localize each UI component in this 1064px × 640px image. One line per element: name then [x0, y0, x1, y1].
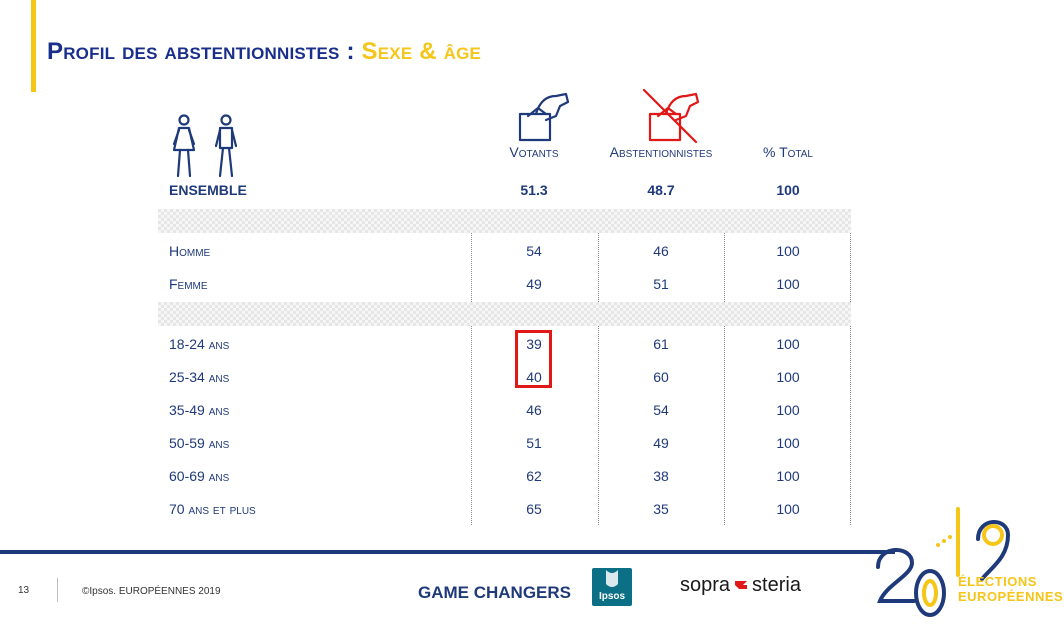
cell-total: 100 [776, 402, 800, 418]
column-divider [598, 233, 599, 302]
copyright-text: ©Ipsos. EUROPÉENNES 2019 [82, 586, 221, 597]
column-divider [850, 233, 851, 302]
cell-total: 100 [776, 336, 800, 352]
ensemble-label: ENSEMBLE [169, 182, 247, 198]
ipsos-logo: Ipsos [592, 568, 632, 606]
cell-votants: 46 [526, 402, 542, 418]
section-separator-sexe [158, 209, 851, 233]
cell-abstentionnistes: 60 [653, 369, 669, 385]
row-label: 35-49 ans [169, 402, 230, 418]
ballot-box-icon [518, 92, 570, 142]
column-divider [471, 326, 472, 525]
ipsos-logo-text: Ipsos [598, 591, 626, 602]
steria-text: steria [752, 574, 801, 596]
column-header-abstentionnistes: Abstentionnistes [609, 144, 713, 160]
title-part-1: Profil des abstentionnistes : [47, 38, 355, 65]
cell-abstentionnistes: 35 [653, 501, 669, 517]
page-number: 13 [18, 585, 30, 596]
section-separator-age [158, 302, 851, 326]
row-label: 60-69 ans [169, 468, 230, 484]
elections-europeennes-label: ÉLECTIONS EUROPÉENNES [958, 574, 1063, 604]
cell-total: 100 [776, 369, 800, 385]
game-changers-logo: GAME CHANGERS [418, 583, 572, 602]
sopra-text: sopra [680, 574, 731, 596]
ensemble-abstentionnistes: 48.7 [647, 182, 675, 198]
row-label: Femme [169, 276, 208, 292]
column-divider [471, 233, 472, 302]
cell-abstentionnistes: 38 [653, 468, 669, 484]
row-label: 25-34 ans [169, 369, 230, 385]
cell-abstentionnistes: 49 [653, 435, 669, 451]
cell-votants: 62 [526, 468, 542, 484]
cell-total: 100 [776, 468, 800, 484]
column-header-votants: Votants [509, 144, 559, 160]
cell-total: 100 [776, 276, 800, 292]
sopra-steria-mark-icon [735, 581, 748, 589]
title-accent-bar [31, 0, 36, 92]
row-label: 18-24 ans [169, 336, 230, 352]
row-label: 50-59 ans [169, 435, 230, 451]
row-label: Homme [169, 243, 211, 259]
highlight-box [515, 330, 552, 388]
cell-abstentionnistes: 46 [653, 243, 669, 259]
column-divider [724, 326, 725, 525]
sopra-steria-logo: sopra steria [680, 574, 801, 597]
column-divider [598, 326, 599, 525]
elections-line-2: EUROPÉENNES [958, 589, 1064, 604]
footer-divider [57, 578, 58, 602]
column-divider [724, 233, 725, 302]
cell-total: 100 [776, 435, 800, 451]
title-part-2: Sexe & âge [361, 38, 482, 65]
man-woman-icon [172, 114, 238, 178]
footer-rule [0, 550, 895, 554]
ensemble-total: 100 [776, 182, 800, 198]
cell-total: 100 [776, 501, 800, 517]
cell-votants: 40 [526, 369, 542, 385]
cell-abstentionnistes: 61 [653, 336, 669, 352]
cell-votants: 51 [526, 435, 542, 451]
cell-votants: 49 [526, 276, 542, 292]
ensemble-votants: 51.3 [520, 182, 548, 198]
elections-line-1: ÉLECTIONS [958, 574, 1037, 589]
page-title: Profil des abstentionnistes : Sexe & âge [47, 38, 481, 66]
cell-votants: 54 [526, 243, 542, 259]
ipsos-mark-icon [606, 570, 618, 587]
column-header-total: % Total [762, 144, 813, 160]
column-divider [850, 326, 851, 525]
cell-votants: 65 [526, 501, 542, 517]
elections-2019-logo [876, 507, 1011, 617]
cell-total: 100 [776, 243, 800, 259]
row-label: 70 ans et plus [169, 501, 256, 517]
cell-abstentionnistes: 54 [653, 402, 669, 418]
cell-abstentionnistes: 51 [653, 276, 669, 292]
cell-votants: 39 [526, 336, 542, 352]
crossed-ballot-box-icon [642, 88, 700, 144]
